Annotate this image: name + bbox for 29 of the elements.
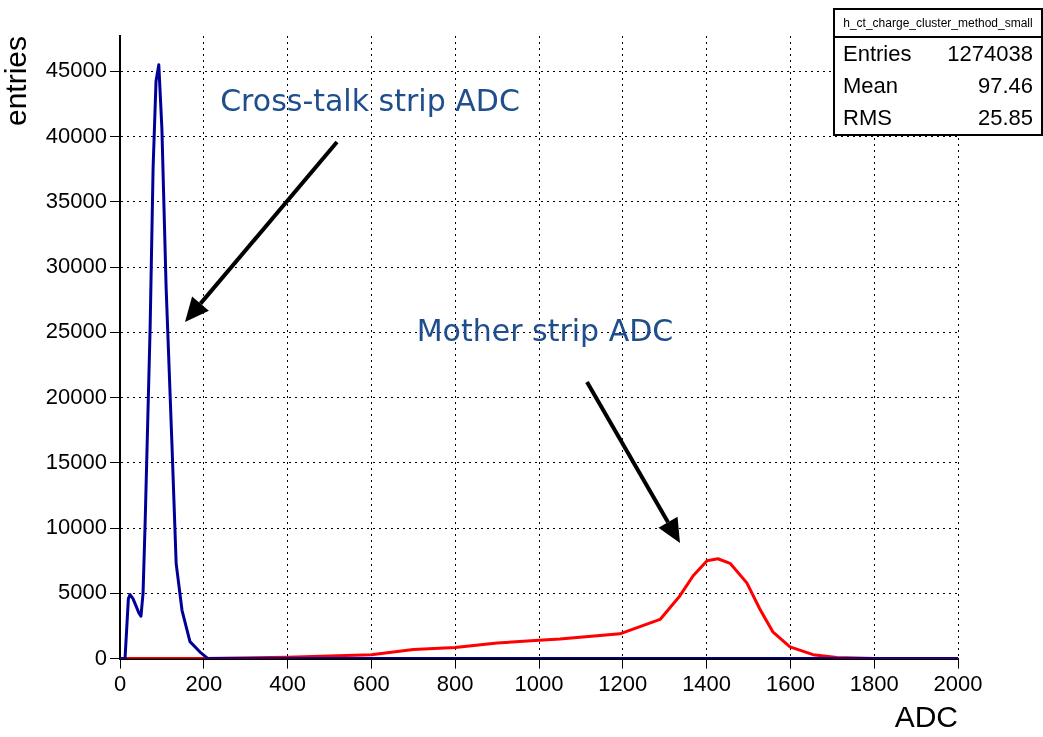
y-tick-label: 20000 xyxy=(45,383,107,409)
y-tick-label: 45000 xyxy=(45,57,107,83)
x-tick-label: 400 xyxy=(269,670,306,696)
text: Entries 1274038 xyxy=(843,41,1033,66)
x-tick-label: 0 xyxy=(113,670,127,696)
text: Mean 97.46 xyxy=(843,73,1033,98)
y-tick-label: 5000 xyxy=(58,579,107,605)
x-tick-label: 2000 xyxy=(933,670,983,696)
y-tick-label: 25000 xyxy=(45,318,107,344)
annotation: Cross-talk strip ADC xyxy=(220,82,520,118)
x-tick-label: 1000 xyxy=(514,670,564,696)
text: RMS 25.85 xyxy=(843,105,1033,130)
y-tick-label: 0 xyxy=(94,644,107,670)
y-tick-label: 30000 xyxy=(45,253,107,279)
x-tick-label: 1200 xyxy=(598,670,648,696)
y-tick-label: 15000 xyxy=(45,448,107,474)
y-axis-title: entries xyxy=(0,36,33,127)
x-tick-label: 800 xyxy=(436,670,474,696)
annotation: Mother strip ADC xyxy=(416,312,674,348)
x-tick-label: 200 xyxy=(185,670,223,696)
x-tick-label: 1400 xyxy=(682,670,732,696)
y-tick-label: 35000 xyxy=(45,187,107,213)
chart-title: h_ct_charge_cluster_method_small xyxy=(835,10,1041,38)
x-tick-label: 600 xyxy=(353,670,390,696)
x-tick-label: 1600 xyxy=(765,670,815,696)
x-axis-title: ADC xyxy=(894,700,958,734)
y-tick-label: 40000 xyxy=(45,122,107,148)
x-tick-label: 1800 xyxy=(849,670,899,696)
y-tick-label: 10000 xyxy=(45,514,107,540)
